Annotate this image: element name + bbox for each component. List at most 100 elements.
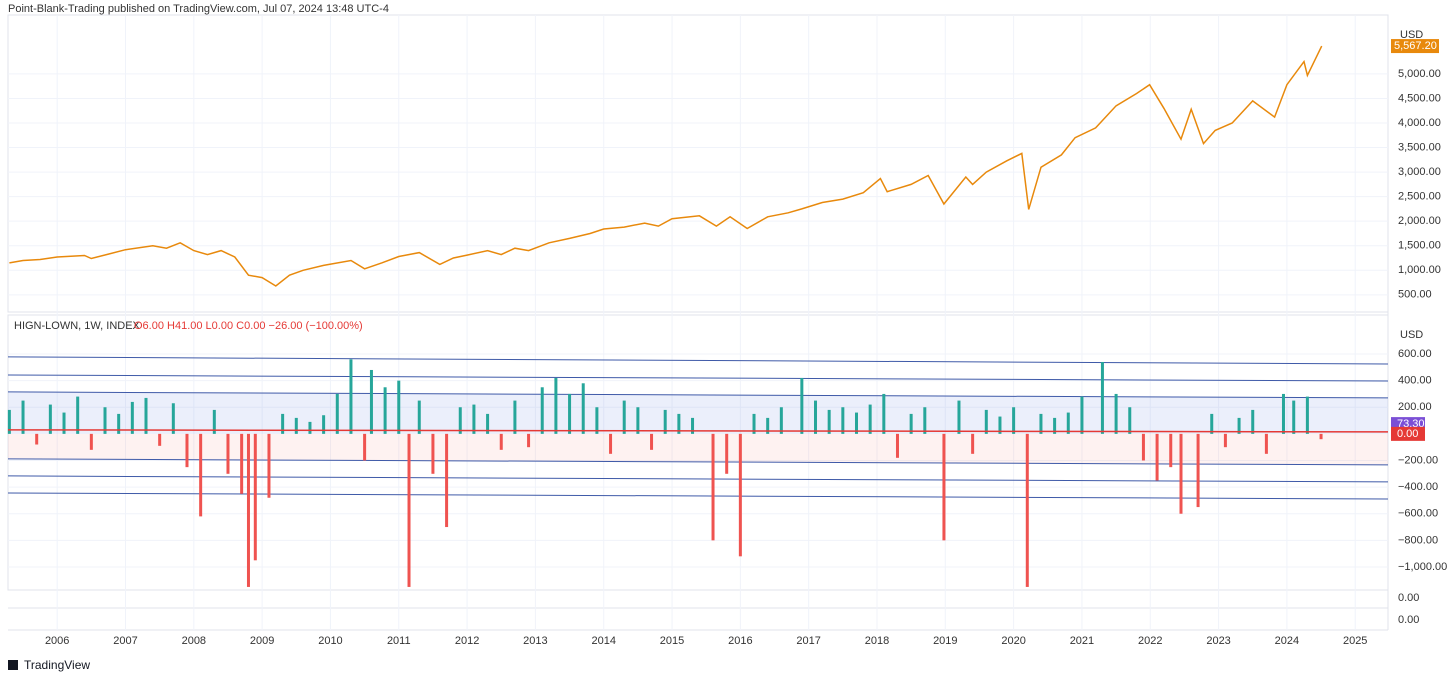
bar xyxy=(369,369,373,434)
bar xyxy=(185,433,189,468)
bar xyxy=(1251,409,1255,434)
bar xyxy=(540,387,544,434)
bar xyxy=(349,359,353,434)
last-value-label: 0.00 xyxy=(1397,428,1418,440)
bar xyxy=(609,433,613,454)
bar xyxy=(397,380,401,434)
price-line xyxy=(9,45,1323,287)
bar xyxy=(554,377,558,434)
y-tick-label: 2,500.00 xyxy=(1398,191,1441,203)
bar xyxy=(226,433,230,474)
x-tick-label: 2016 xyxy=(728,635,752,647)
bar xyxy=(942,433,946,541)
bar xyxy=(882,393,886,434)
y-tick-label: −600.00 xyxy=(1398,508,1438,520)
bar xyxy=(1169,433,1173,468)
bar xyxy=(1223,433,1227,448)
bar xyxy=(984,409,988,434)
bar xyxy=(35,433,39,445)
y-tick-label: 400.00 xyxy=(1398,375,1432,387)
bar xyxy=(246,433,250,587)
bar xyxy=(322,415,326,434)
y-tick-label: 600.00 xyxy=(1398,348,1432,360)
bar xyxy=(76,396,80,434)
bar xyxy=(407,433,411,587)
bar xyxy=(636,407,640,434)
bar xyxy=(691,417,695,434)
bar xyxy=(1025,433,1029,587)
bar xyxy=(595,407,599,434)
bar xyxy=(725,433,729,474)
bar xyxy=(814,400,818,434)
last-price-label: 5,567.20 xyxy=(1394,40,1437,52)
bar xyxy=(486,413,490,434)
bar xyxy=(499,433,503,450)
bar xyxy=(267,433,271,498)
bar xyxy=(458,407,462,434)
band-line xyxy=(7,374,1389,382)
last-price-box xyxy=(1391,39,1439,54)
bar xyxy=(854,412,858,434)
x-tick-label: 2015 xyxy=(660,635,684,647)
bar xyxy=(335,393,339,434)
bar xyxy=(841,407,845,434)
bar xyxy=(527,433,531,448)
bar xyxy=(199,433,203,517)
bar xyxy=(383,387,387,434)
bar xyxy=(472,404,476,434)
legend-values: O6.00 H41.00 L0.00 C0.00 −26.00 (−100.00… xyxy=(134,320,363,332)
bar xyxy=(568,393,572,434)
pane-value-label: 0.00 xyxy=(1398,614,1419,626)
bar xyxy=(1237,417,1241,434)
x-tick-label: 2009 xyxy=(250,635,274,647)
bar xyxy=(650,433,654,450)
y-tick-label: −400.00 xyxy=(1398,481,1438,493)
bar xyxy=(417,400,421,434)
header: Point-Blank-Trading published on Trading… xyxy=(8,3,389,15)
footer-logo xyxy=(8,660,18,670)
footer-brand: TradingView xyxy=(24,658,90,672)
bar xyxy=(800,377,804,434)
y-tick-label: 4,000.00 xyxy=(1398,117,1441,129)
y-tick-label: −1,000.00 xyxy=(1398,561,1447,573)
signal-line xyxy=(7,429,1389,433)
bar xyxy=(7,409,11,434)
x-tick-label: 2011 xyxy=(387,635,411,647)
bar xyxy=(1264,433,1268,454)
bar xyxy=(308,421,312,434)
x-tick-label: 2008 xyxy=(182,635,206,647)
bar xyxy=(827,409,831,434)
bar xyxy=(445,433,449,528)
bar xyxy=(294,417,298,434)
bar xyxy=(117,413,121,434)
band-line xyxy=(7,356,1389,365)
legend-title: HIGN-LOWN, 1W, INDEX xyxy=(14,320,141,332)
bar xyxy=(738,433,742,557)
bar xyxy=(1292,400,1296,434)
bar xyxy=(895,433,899,458)
bar xyxy=(1100,361,1104,434)
x-tick-label: 2019 xyxy=(933,635,957,647)
bar xyxy=(240,433,244,494)
bar xyxy=(1053,417,1057,434)
band-line xyxy=(7,492,1389,500)
bar xyxy=(48,404,52,434)
bar xyxy=(766,417,770,434)
bar xyxy=(513,400,517,434)
bar xyxy=(581,383,585,434)
bar xyxy=(1128,407,1132,434)
y-tick-label: −200.00 xyxy=(1398,454,1438,466)
x-tick-label: 2018 xyxy=(865,635,889,647)
currency-label: USD xyxy=(1400,329,1423,341)
y-tick-label: 500.00 xyxy=(1398,289,1432,301)
bar xyxy=(281,413,285,434)
bar xyxy=(89,433,93,450)
x-tick-label: 2012 xyxy=(455,635,479,647)
x-tick-label: 2021 xyxy=(1070,635,1094,647)
bar xyxy=(158,433,162,446)
y-tick-label: 3,500.00 xyxy=(1398,141,1441,153)
bar xyxy=(1141,433,1145,461)
pane-value-label: 0.00 xyxy=(1398,592,1419,604)
